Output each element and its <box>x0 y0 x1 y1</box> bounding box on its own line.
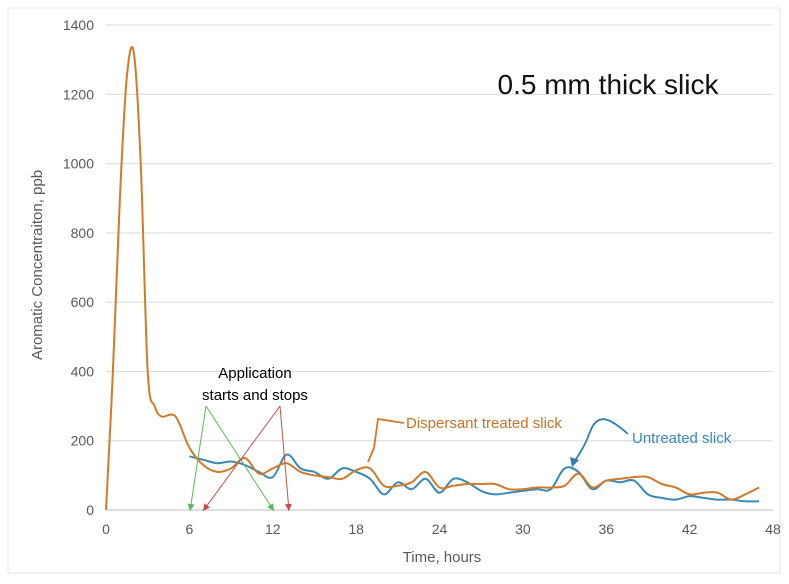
y-axis-label: Aromatic Concentraiton, ppb <box>29 170 46 360</box>
x-tick-label: 0 <box>102 521 110 537</box>
annotation-arrows <box>187 405 629 512</box>
x-tick-label: 6 <box>185 521 193 537</box>
y-tick-label: 1200 <box>63 86 94 102</box>
y-tick-label: 600 <box>71 294 95 310</box>
x-tick-label: 24 <box>432 521 448 537</box>
y-tick-labels: 0 200 400 600 800 1000 1200 1400 <box>63 17 94 518</box>
arrow-start-6h <box>189 405 207 512</box>
annotation-dispersant-label: Dispersant treated slick <box>406 415 562 432</box>
callout-untreated <box>573 418 629 463</box>
annotations: Application starts and stops Dispersant … <box>187 365 732 512</box>
arrow-start-6h-head <box>187 503 195 511</box>
x-tick-label: 36 <box>598 521 614 537</box>
y-tick-label: 400 <box>71 363 95 379</box>
x-axis-label: Time, hours <box>403 549 482 566</box>
series-line-dispersant-treated-slick <box>105 46 760 511</box>
x-tick-labels: 0 6 12 18 24 30 36 42 48 <box>102 521 781 537</box>
y-tick-label: 800 <box>71 225 95 241</box>
annotation-untreated-label: Untreated slick <box>632 430 732 447</box>
x-tick-label: 18 <box>348 521 364 537</box>
arrow-stop-12h <box>205 405 275 512</box>
arrow-start-7h <box>202 405 281 512</box>
series-group <box>105 46 760 511</box>
y-tick-label: 200 <box>71 433 95 449</box>
y-tick-label: 1000 <box>63 156 94 172</box>
series-line-untreated-slick <box>189 453 760 503</box>
arrow-stop-12h-head <box>267 503 274 511</box>
annotation-application-line1: Application <box>218 365 291 382</box>
y-tick-label: 1400 <box>63 17 94 33</box>
arrow-stop-13h-head <box>284 503 292 511</box>
x-tick-label: 30 <box>515 521 531 537</box>
y-tick-label: 0 <box>86 502 94 518</box>
chart-title: 0.5 mm thick slick <box>498 69 720 100</box>
annotation-application-line2: starts and stops <box>202 387 308 404</box>
callout-dispersant <box>367 417 405 463</box>
x-tick-label: 42 <box>682 521 698 537</box>
x-tick-label: 48 <box>765 521 781 537</box>
x-tick-label: 12 <box>265 521 281 537</box>
gridlines <box>106 24 773 511</box>
arrow-start-7h-head <box>203 503 210 511</box>
arrow-stop-13h <box>279 405 290 512</box>
callout-untreated-head <box>570 457 579 467</box>
